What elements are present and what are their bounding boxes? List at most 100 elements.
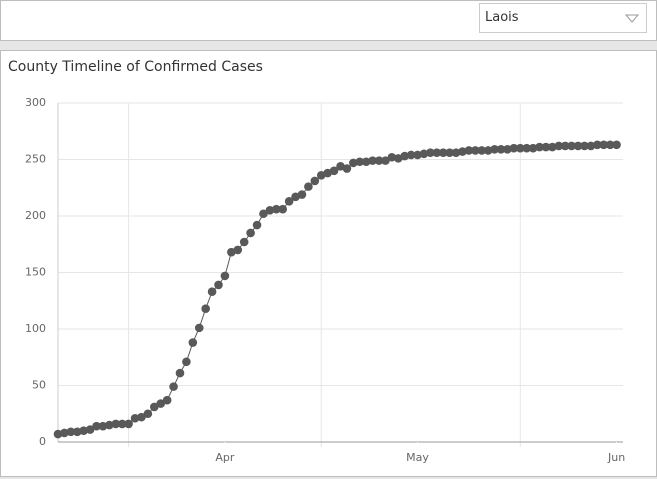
data-point: [432, 148, 442, 158]
data-point: [72, 427, 82, 437]
data-point: [220, 271, 230, 281]
data-point: [541, 142, 551, 152]
data-point: [342, 164, 352, 173]
data-point: [207, 287, 217, 297]
data-point: [451, 148, 461, 158]
data-point: [92, 421, 101, 431]
data-point: [573, 141, 583, 151]
data-point: [143, 409, 153, 419]
data-point: [182, 357, 191, 367]
data-point: [355, 157, 365, 167]
data-point: [162, 395, 172, 405]
y-tick-label: 50: [32, 379, 46, 392]
chart-title: County Timeline of Confirmed Cases: [8, 59, 263, 75]
data-point: [374, 156, 384, 165]
data-point: [150, 402, 159, 412]
data-point: [406, 150, 416, 160]
data-point: [605, 140, 615, 150]
data-point: [156, 399, 166, 408]
data-point: [278, 204, 288, 214]
x-tick-label: Jun: [607, 451, 625, 464]
data-point: [53, 429, 63, 439]
data-point: [297, 190, 307, 199]
data-point: [387, 152, 397, 162]
data-point: [419, 149, 429, 159]
data-point: [137, 412, 146, 422]
y-tick-label: 150: [25, 266, 46, 279]
data-point: [400, 151, 410, 161]
data-point: [381, 156, 390, 165]
y-tick-label: 250: [25, 153, 46, 166]
data-point: [586, 141, 596, 151]
data-point: [426, 148, 435, 158]
y-tick-label: 200: [25, 209, 46, 222]
data-point: [85, 425, 95, 434]
line: [57, 144, 617, 435]
county-dropdown[interactable]: Laois: [479, 3, 647, 33]
data-point: [60, 428, 69, 438]
data-point: [111, 419, 121, 429]
data-point: [130, 413, 140, 423]
data-point: [535, 142, 544, 152]
data-point: [201, 304, 210, 313]
dropdown-value: Laois: [485, 10, 519, 25]
data-point: [528, 143, 538, 153]
data-point: [66, 427, 76, 437]
data-point: [567, 141, 576, 151]
data-point: [483, 146, 493, 155]
data-point: [304, 182, 313, 191]
data-point: [548, 142, 557, 152]
data-point: [599, 140, 609, 150]
chart-panel: [0, 50, 657, 477]
data-point: [271, 204, 281, 214]
data-point: [233, 245, 243, 255]
data-point: [239, 237, 249, 247]
data-point: [310, 176, 320, 186]
data-point: [105, 420, 114, 430]
data-point: [284, 197, 294, 206]
data-point: [246, 228, 255, 238]
data-point: [259, 209, 268, 219]
data-point: [361, 157, 371, 167]
dropdown-arrow: [624, 14, 640, 23]
data-point: [509, 143, 519, 153]
filter-panel: [0, 0, 657, 41]
data-point: [252, 220, 262, 230]
data-point: [515, 143, 525, 153]
data-point: [117, 419, 127, 429]
data-point: [477, 146, 487, 155]
y-tick-label: 300: [25, 96, 46, 109]
data-point: [464, 146, 474, 155]
data-point: [458, 147, 467, 156]
data-point: [593, 140, 602, 150]
data-point: [471, 146, 480, 155]
data-point: [522, 143, 531, 153]
data-point: [413, 150, 422, 160]
data-point: [580, 141, 589, 151]
data-point: [368, 156, 377, 165]
data-point: [329, 166, 339, 176]
data-point: [445, 148, 454, 158]
data-point: [349, 158, 358, 168]
data-point: [124, 419, 133, 429]
x-tick-label: May: [406, 451, 429, 464]
data-point: [560, 141, 570, 151]
data-point: [496, 145, 506, 154]
data-point: [169, 382, 178, 391]
data-point: [490, 145, 499, 154]
y-tick-label: 100: [25, 322, 46, 335]
data-point: [265, 206, 275, 215]
data-point: [79, 426, 88, 436]
data-point: [188, 338, 198, 347]
data-point: [214, 280, 223, 290]
x-tick-label: Apr: [215, 451, 235, 464]
data-point: [503, 145, 512, 154]
data-point: [175, 368, 185, 378]
data-point: [612, 140, 621, 150]
y-tick-label: 0: [39, 435, 46, 448]
data-point: [554, 141, 564, 151]
data-point: [98, 421, 108, 431]
data-point: [438, 148, 448, 158]
